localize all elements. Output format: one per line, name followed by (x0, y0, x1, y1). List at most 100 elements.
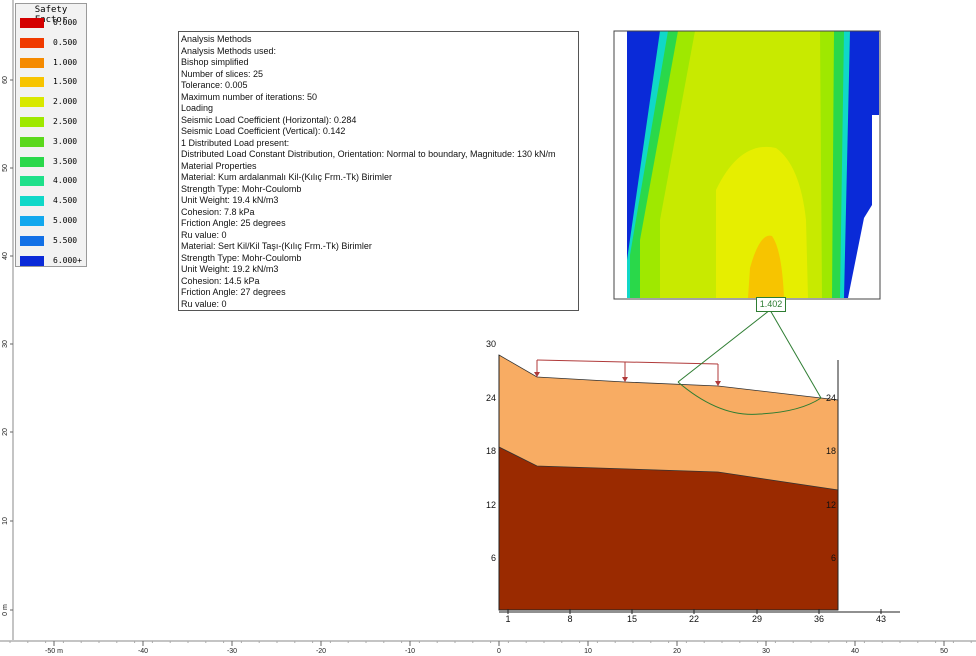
ruler-label: 0 m (2, 604, 9, 616)
distributed-load[interactable] (534, 359, 721, 386)
info-line: 1 Distributed Load present: (181, 137, 290, 148)
ruler-label: 20 (2, 428, 9, 436)
ruler-label: 20 (673, 648, 681, 655)
info-line: Analysis Methods used: (181, 45, 277, 56)
legend-label: 2.000 (53, 97, 78, 107)
ruler-label: -30 (227, 648, 237, 655)
info-line: Ru value: 0 (181, 229, 227, 240)
legend-swatch (20, 235, 44, 246)
info-line: Number of slices: 25 (181, 68, 264, 79)
info-line: Ru value: 0 (181, 298, 227, 309)
legend-label: 5.000 (53, 216, 78, 225)
legend-label: 4.000 (53, 176, 78, 186)
ruler-label: 30 (762, 648, 770, 655)
legend-label: 3.000 (53, 136, 78, 146)
legend-swatch (20, 255, 44, 266)
analysis-info-box[interactable]: Analysis Methods Analysis Methods used: Bi… (178, 31, 579, 311)
info-line: Maximum number of iterations: 50 (181, 91, 318, 102)
legend-swatch (20, 97, 44, 108)
axis-label: 6 (491, 553, 496, 563)
bottom-ruler: -50 m -40 -30 -20 -10 0 10 20 30 40 50 (0, 640, 976, 655)
legend-swatch (20, 216, 44, 226)
legend-swatch (20, 37, 44, 48)
info-line: Tolerance: 0.005 (181, 80, 248, 90)
legend-item: 0.000 (20, 18, 84, 28)
legend-item: 0.500 (20, 37, 84, 48)
info-line: Loading (181, 103, 214, 113)
axis-label: 8 (567, 614, 572, 624)
info-line: Material Properties (181, 160, 257, 171)
info-line: Friction Angle: 27 degrees (181, 287, 286, 297)
ruler-label: -40 (138, 648, 148, 655)
axis-label: 15 (627, 614, 637, 624)
ruler-label: -20 (316, 648, 326, 655)
legend-title: Safety Factor (34, 5, 68, 25)
ruler-label: 60 (2, 76, 9, 84)
safety-factor-legend: Safety Factor 0.000 0.500 1.000 1.500 2.000 2… (15, 3, 87, 267)
axis-label: 43 (876, 614, 886, 624)
axis-label: 29 (752, 614, 762, 624)
safety-factor-label[interactable]: 1.402 (756, 297, 786, 312)
info-line: Unit Weight: 19.2 kN/m3 (181, 264, 279, 274)
legend-swatch (20, 136, 44, 147)
legend-item: 1.000 (20, 57, 84, 68)
legend-swatch (20, 77, 44, 88)
ruler-label: -10 (405, 648, 415, 655)
legend-item: 5.500 (20, 235, 84, 246)
legend-label: 1.500 (53, 77, 78, 87)
info-line: Bishop simplified (181, 57, 249, 67)
axis-label: 12 (826, 500, 836, 510)
axis-label: 22 (689, 614, 699, 624)
ruler-label: 10 (584, 648, 592, 655)
info-line: Unit Weight: 19.4 kN/m3 (181, 195, 279, 205)
info-line: Material: Sert Kil/Kil Taşı-(Kılıç Frm.-… (181, 241, 372, 251)
axis-label: 30 (486, 339, 496, 349)
legend-label: 1.000 (53, 57, 78, 67)
axis-label: 24 (826, 393, 836, 403)
legend-item: 3.500 (20, 156, 84, 167)
ruler-label: 50 (940, 648, 948, 655)
axis-label: 18 (826, 446, 836, 456)
ruler-label: 0 (497, 648, 501, 655)
legend-label: 0.000 (53, 18, 78, 27)
legend-item: 2.000 (20, 97, 84, 108)
legend-swatch (20, 117, 44, 127)
axis-label: 6 (831, 553, 836, 563)
legend-item: 1.500 (20, 77, 84, 88)
legend-swatch (20, 196, 44, 207)
info-line: Analysis Methods (181, 34, 252, 44)
legend-label: 6.000+ (53, 255, 82, 265)
info-line: Seismic Load Coefficient (Vertical): 0.1… (181, 126, 346, 136)
ruler-label: -50 m (45, 648, 63, 655)
legend-swatch (20, 156, 44, 167)
legend-item: 4.500 (20, 196, 84, 207)
legend-label: 4.500 (53, 196, 78, 206)
slope-model[interactable] (498, 354, 839, 611)
legend-label: 3.500 (53, 156, 78, 166)
ruler-label: 40 (851, 648, 859, 655)
legend-label: 0.500 (53, 37, 78, 47)
ruler-label: 10 (2, 517, 9, 525)
ruler-label: 30 (2, 340, 9, 348)
axis-label: 36 (814, 614, 824, 624)
info-line: Distributed Load Constant Distribution, … (181, 149, 556, 159)
axis-label: 24 (486, 393, 496, 403)
info-line: Cohesion: 14.5 kPa (181, 275, 260, 286)
info-line: Strength Type: Mohr-Coulomb (181, 252, 302, 263)
legend-label: 5.500 (53, 235, 78, 245)
safety-factor-grid[interactable] (613, 30, 881, 300)
critical-slip-surface[interactable] (677, 309, 822, 415)
legend-item: 5.000 (20, 216, 84, 226)
legend-item: 6.000+ (20, 255, 84, 266)
legend-swatch (20, 57, 44, 68)
info-line: Strength Type: Mohr-Coulomb (181, 183, 302, 194)
ruler-label: 40 (2, 252, 9, 260)
axis-label: 18 (486, 446, 496, 456)
info-line: Seismic Load Coefficient (Horizontal): 0… (181, 114, 357, 125)
legend-item: 2.500 (20, 117, 84, 127)
ruler-label: 50 (2, 164, 9, 172)
axis-label: 1 (505, 614, 510, 624)
legend-item: 3.000 (20, 136, 84, 147)
